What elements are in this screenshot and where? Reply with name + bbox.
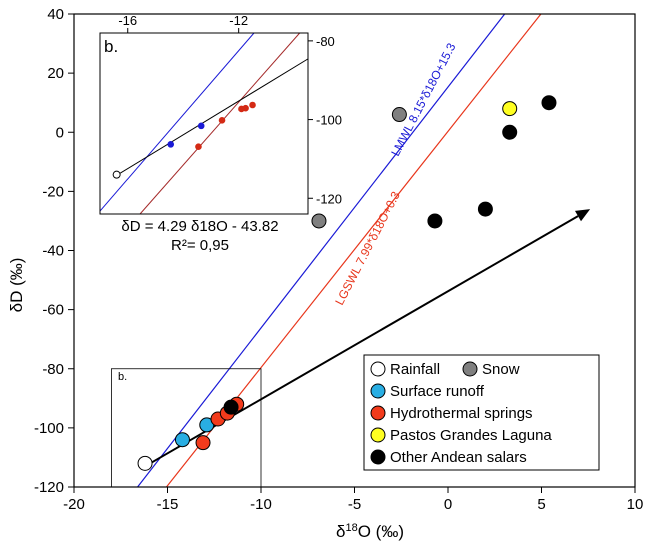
inset-point-hydrothermal-springs	[242, 104, 249, 112]
inset-equation: δD = 4.29 δ18O - 43.82	[121, 218, 278, 235]
y-tick-label: -40	[42, 243, 64, 260]
legend-marker	[370, 427, 386, 443]
legend-marker	[462, 361, 478, 377]
legend-marker	[370, 361, 386, 377]
y-tick-label: -120	[34, 479, 64, 496]
point-snow	[391, 107, 407, 123]
point-snow	[311, 213, 327, 229]
legend-label: Rainfall	[390, 361, 440, 378]
point-pastos-grandes-laguna	[502, 101, 518, 117]
box-label: b.	[118, 371, 127, 383]
lgswl-label: LGSWL 7.99*δ18O+0.3	[332, 189, 403, 307]
x-tick-label: -20	[63, 496, 85, 513]
inset-r2: R²= 0,95	[171, 237, 229, 254]
inset-point-surface-runoff	[197, 122, 205, 130]
inset-point-rainfall	[112, 170, 121, 179]
x-tick-label: -5	[348, 496, 361, 513]
lmwl-label: LMWL 8.15*δ18O+15.3	[388, 40, 458, 158]
x-tick-label: 10	[627, 496, 644, 513]
inset-point-hydrothermal-springs	[195, 143, 202, 151]
inset-y-tick-label: -100	[316, 113, 342, 128]
legend-marker	[370, 383, 386, 399]
zoom-box	[111, 368, 262, 488]
inset-background	[100, 33, 308, 214]
x-tick-label: 0	[444, 496, 452, 513]
y-tick-label: 40	[47, 6, 64, 23]
inset-point-hydrothermal-springs	[218, 117, 226, 124]
legend-label: Surface runoff	[390, 383, 485, 400]
inset-x-tick-label: -12	[229, 13, 248, 28]
x-tick-label: -10	[250, 496, 272, 513]
inset-panel: -16 -12 -80 -100 -120 b. δD = 4.29 δ18O - 43…	[99, 13, 342, 254]
inset-label: b.	[104, 37, 118, 56]
inset-line-lgswl	[139, 32, 301, 215]
point-other-andean-salars	[477, 201, 493, 217]
point-surface-runoff	[174, 432, 190, 448]
inset-line-regression	[116, 58, 309, 176]
y-tick-label: 0	[56, 124, 64, 141]
inset-point-surface-runoff	[167, 141, 175, 148]
legend-marker	[370, 449, 386, 465]
inset-y-tick-label: -80	[316, 34, 335, 49]
legend-frame	[363, 354, 600, 471]
inset-line-lmwl	[99, 32, 255, 212]
x-tick-label: 5	[537, 496, 545, 513]
y-tick-label: -100	[34, 420, 64, 437]
y-tick-label: -80	[42, 361, 64, 378]
y-tick-label: -60	[42, 302, 64, 319]
y-tick-label: 20	[47, 65, 64, 82]
trend-arrow-head	[574, 209, 591, 222]
legend-label: Snow	[482, 361, 520, 378]
y-axis-title: δD (‰)	[7, 258, 26, 313]
legend-label: Other Andean salars	[390, 449, 527, 466]
point-other-andean-salars	[502, 124, 518, 140]
x-axis-title: δ18O (‰)	[336, 522, 404, 541]
point-other-andean-salars	[427, 213, 443, 229]
legend: Rainfall Snow Surface runoff Hydrothermal s…	[363, 354, 600, 471]
y-tick-label: -20	[42, 183, 64, 200]
x-tick-label: -15	[157, 496, 179, 513]
point-rainfall	[137, 455, 153, 471]
lmwl-line	[137, 13, 506, 488]
inset-y-tick-label: -120	[316, 191, 342, 206]
inset-frame	[99, 32, 309, 215]
point-hydrothermal-springs	[195, 435, 211, 451]
inset-x-tick-label: -16	[118, 13, 137, 28]
legend-label: Hydrothermal springs	[390, 405, 533, 422]
inset-point-hydrothermal-springs	[249, 101, 256, 109]
point-other-andean-salars	[223, 399, 239, 415]
point-other-andean-salars	[541, 95, 557, 111]
legend-label: Pastos Grandes Laguna	[390, 427, 552, 444]
legend-marker	[370, 405, 386, 421]
